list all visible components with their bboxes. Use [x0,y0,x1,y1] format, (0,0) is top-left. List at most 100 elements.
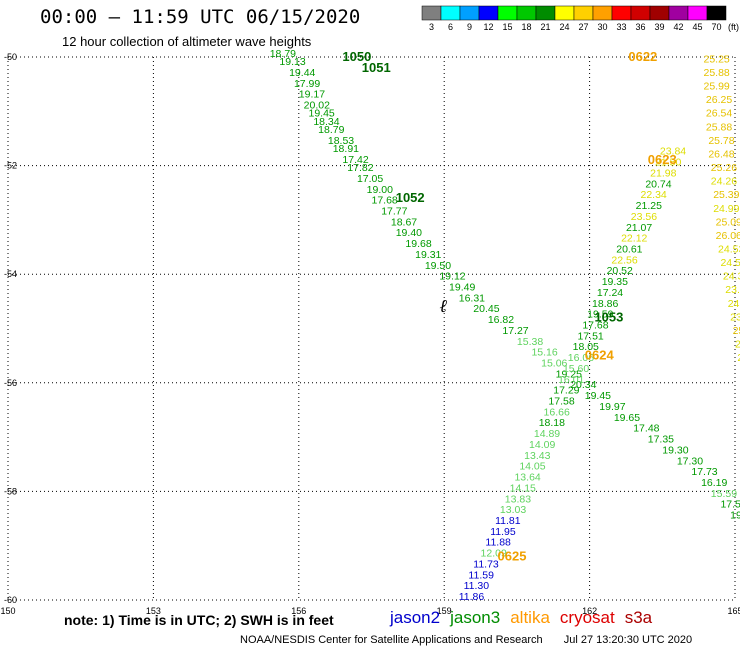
wave-height-value: 17.82 [347,162,373,174]
scale-label: 36 [635,22,645,32]
wave-height-value: 17.77 [381,205,407,217]
wave-height-value: 19.30 [662,444,688,456]
y-tick-label: -50 [4,52,17,62]
wave-height-value: 17.51 [577,330,603,342]
wave-height-value: 19.50 [425,260,451,272]
wave-height-value: 19.49 [449,281,475,293]
wave-height-value: 23.84 [660,146,686,158]
wave-height-value: 22.12 [621,233,647,245]
wave-height-value: 26.48 [708,148,734,160]
scale-label: 70 [711,22,721,32]
wave-height-value: 16.19 [701,477,727,489]
wave-height-value: 16.31 [459,292,485,304]
wave-height-value: 21.25 [636,200,662,212]
wave-height-value: 11.30 [464,580,490,592]
x-tick-label: 156 [291,606,306,616]
wave-height-value: 17.24 [597,287,623,299]
wave-height-value: 22.56 [611,254,637,266]
wave-height-value: 18.05 [573,341,599,353]
wave-height-value: 13.43 [524,450,550,462]
wave-height-value: 24.26 [711,176,737,188]
wave-height-value: 20.74 [645,178,671,190]
wave-height-value: 19.21 [730,510,740,522]
pass-time-label: 0622 [628,49,657,64]
wave-height-value: 24.51 [720,257,740,269]
wave-height-value: 17.99 [294,78,320,90]
color-scale: 3 6 9 12 15 18 21 24 27 30 33 36 39 42 45 70 (ft) [421,5,739,32]
wave-height-value: 19.17 [299,89,325,101]
pass-time-label: 0623 [648,152,677,167]
wave-height-value: 26.25 [706,94,732,106]
wave-height-value: 13.03 [500,504,526,516]
wave-height-value: 17.05 [357,173,383,185]
wave-height-value: 17.42 [342,154,368,166]
wave-height-value: 14.05 [519,461,545,473]
wave-height-value: 19.59 [587,309,613,321]
y-tick-label: -56 [4,378,17,388]
wave-height-value: 19.45 [585,390,611,402]
chart-title: 00:00 – 11:59 UTC 06/15/2020 [40,6,361,28]
x-tick-label: 162 [582,606,597,616]
x-tick-label: 150 [0,606,15,616]
scale-label: 21 [540,22,550,32]
x-tick-label: 159 [437,606,452,616]
footer-credit: NOAA/NESDIS Center for Satellite Applica… [240,634,692,646]
wave-height-value: 18.53 [328,135,354,147]
pass-time-label: 0624 [585,348,615,363]
wave-height-value: 11.81 [495,515,521,527]
wave-height-value: 19.31 [415,249,441,261]
scale-label: 30 [597,22,607,32]
wave-height-value: 16.66 [544,406,570,418]
credit-text: NOAA/NESDIS Center for Satellite Applica… [240,634,543,646]
scale-label: 6 [448,22,453,32]
wave-height-value: 14.89 [534,428,560,440]
wave-height-value: 17.35 [648,434,674,446]
wave-height-value: 20.45 [473,303,499,315]
wave-height-value: 17.56 [720,499,740,511]
wave-height-value: 24.34 [723,271,740,283]
wave-height-value: 19.12 [439,271,465,283]
y-tick-label: -58 [4,486,17,496]
wave-height-value: 11.73 [473,558,499,570]
wave-height-value: 17.29 [553,385,579,397]
scale-label: 12 [483,22,493,32]
scale-label: 27 [578,22,588,32]
wave-height-value: 16.06 [568,352,594,364]
wave-height-value: 12.09 [481,548,507,560]
wave-height-value: 21.50 [655,157,681,169]
wave-height-value: 11.95 [490,526,516,538]
wave-height-value: 25.88 [706,121,732,133]
x-tick-label: 153 [146,606,161,616]
satellite-legend: jason2 jason3 altika cryosat s3a [390,608,662,628]
pass-time-label: 1053 [594,310,623,325]
wave-height-value: 18.91 [333,143,359,155]
wave-height-value: 17.68 [372,195,398,207]
wave-height-value: 24.31 [728,298,740,310]
wave-height-value: 18.67 [391,216,417,228]
wave-height-value: 15.06 [541,358,567,370]
wave-height-value: 25.25 [703,53,729,65]
wave-height-value: 15.60 [563,363,589,375]
wave-height-value: 19.97 [599,401,625,413]
wave-height-value: 17.73 [691,466,717,478]
wave-height-value: 19.40 [396,227,422,239]
legend-item-jason3: jason3 [450,608,501,627]
wave-height-value: 25.7 [733,325,740,337]
wave-height-value: 17.48 [633,423,659,435]
scale-label: 3 [429,22,434,32]
scale-label: 18 [521,22,531,32]
wave-height-value: 13.83 [505,493,531,505]
wave-height-value: 17.68 [582,320,608,332]
y-tick-label: -54 [4,269,17,279]
wave-height-value: 11.88 [485,537,511,549]
wave-height-value: 24.53 [718,243,740,255]
scale-label: 9 [467,22,472,32]
wave-height-value: 14.09 [529,439,555,451]
wave-height-value: 26.06 [716,230,740,242]
wave-height-value: 25.88 [703,67,729,79]
wave-height-value: 24.1 [737,352,740,364]
wave-height-value: 26.54 [706,108,732,120]
wave-height-value: 21.07 [626,222,652,234]
wave-height-value: 11.86 [459,591,485,603]
wave-height-value: 15.16 [531,347,557,359]
